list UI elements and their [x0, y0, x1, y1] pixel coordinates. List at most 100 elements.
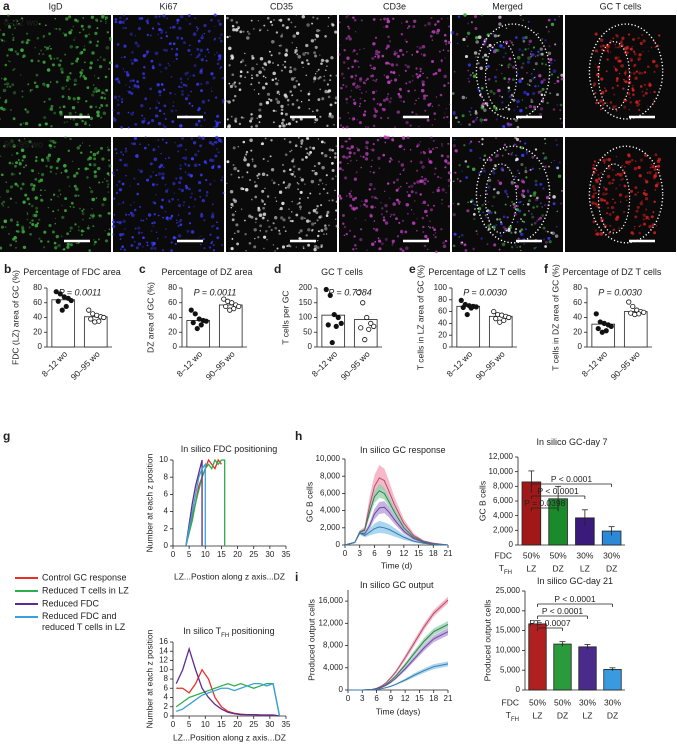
stain-dot [246, 171, 248, 173]
stain-dot [30, 89, 32, 91]
stain-dot [70, 45, 73, 48]
stain-dot [546, 26, 548, 28]
stain-dot [291, 211, 292, 212]
stain-dot [163, 113, 165, 115]
stain-dot [481, 204, 484, 207]
stain-dot [605, 188, 608, 191]
stain-dot [495, 212, 497, 214]
stain-dot [412, 25, 415, 28]
stain-dot [596, 180, 599, 183]
stain-dot [197, 135, 201, 139]
stain-dot [185, 19, 186, 20]
stain-dot [94, 87, 98, 91]
stain-dot [138, 169, 139, 170]
stain-dot [605, 90, 607, 92]
stain-dot [113, 219, 114, 220]
stain-dot [285, 230, 287, 232]
stain-dot [320, 62, 323, 65]
stain-dot [124, 56, 126, 58]
stain-dot [271, 179, 273, 181]
stain-dot [144, 147, 147, 150]
stain-dot [424, 24, 426, 26]
stain-dot [462, 114, 465, 117]
stain-dot [429, 227, 431, 229]
stain-dot [476, 230, 478, 232]
stain-dot [88, 249, 91, 252]
stain-dot [596, 232, 599, 235]
stain-dot [127, 91, 128, 92]
stain-dot [100, 20, 102, 22]
stain-dot [133, 178, 135, 180]
stain-dot [615, 187, 617, 189]
stain-dot [633, 51, 635, 53]
stain-dot [161, 172, 164, 175]
stain-dot [177, 144, 180, 147]
stain-dot [76, 243, 77, 244]
stain-dot [21, 226, 24, 229]
stain-dot [404, 64, 407, 67]
stain-dot [551, 162, 552, 163]
stain-dot [326, 214, 329, 217]
stain-dot [407, 27, 409, 29]
stain-dot [93, 84, 94, 85]
stain-dot [515, 36, 518, 39]
stain-dot [121, 101, 123, 103]
stain-dot [135, 42, 138, 45]
stain-dot [643, 95, 645, 97]
stain-dot [49, 144, 52, 147]
stain-dot [643, 192, 646, 195]
stain-dot [634, 64, 637, 67]
title-text: Percentage of DZ area [161, 267, 252, 277]
stain-dot [532, 168, 534, 170]
y-tick-label: 4,000 [323, 663, 344, 672]
stain-dot [94, 175, 97, 178]
stain-dot [444, 57, 445, 58]
stain-dot [535, 180, 538, 183]
stain-dot [155, 106, 158, 109]
stain-dot [524, 170, 527, 173]
title-text: In silico GC-day 21 [537, 576, 613, 586]
stain-dot [226, 36, 228, 38]
stain-dot [139, 143, 140, 144]
stain-dot [237, 230, 240, 233]
stain-dot [427, 249, 428, 250]
stain-dot [437, 20, 440, 23]
stain-dot [494, 164, 497, 167]
data-point [102, 315, 106, 319]
stain-dot [78, 242, 80, 244]
stain-dot [72, 106, 75, 109]
stain-dot [264, 188, 265, 189]
stain-dot [183, 84, 185, 86]
category-label: LZ [526, 563, 536, 573]
stain-dot [339, 161, 342, 164]
stain-dot [612, 179, 615, 182]
stain-dot [163, 49, 166, 52]
stain-dot [325, 69, 327, 71]
stain-dot [262, 67, 264, 69]
stain-dot [496, 118, 498, 120]
stain-dot [117, 112, 120, 115]
title-text: In silico GC-day 7 [536, 437, 607, 447]
stain-dot [595, 202, 598, 205]
stain-dot [328, 17, 329, 18]
stain-dot [15, 50, 17, 52]
stain-dot [88, 157, 92, 161]
stain-dot [433, 205, 435, 207]
stain-dot [316, 71, 317, 72]
y-axis-label: T cells in DZ area of GC (%) [550, 264, 560, 371]
stain-dot [496, 191, 499, 194]
stain-dot [72, 161, 74, 163]
stain-dot [321, 166, 324, 169]
stain-dot [369, 64, 371, 66]
stain-dot [126, 18, 128, 20]
stain-dot [501, 65, 503, 67]
stain-dot [258, 20, 259, 21]
stain-dot [23, 122, 24, 123]
stain-dot [400, 186, 401, 187]
stain-dot [75, 112, 77, 114]
stain-dot [545, 241, 548, 244]
stain-dot [517, 106, 519, 108]
stain-dot [133, 142, 136, 145]
stain-dot [188, 212, 191, 215]
